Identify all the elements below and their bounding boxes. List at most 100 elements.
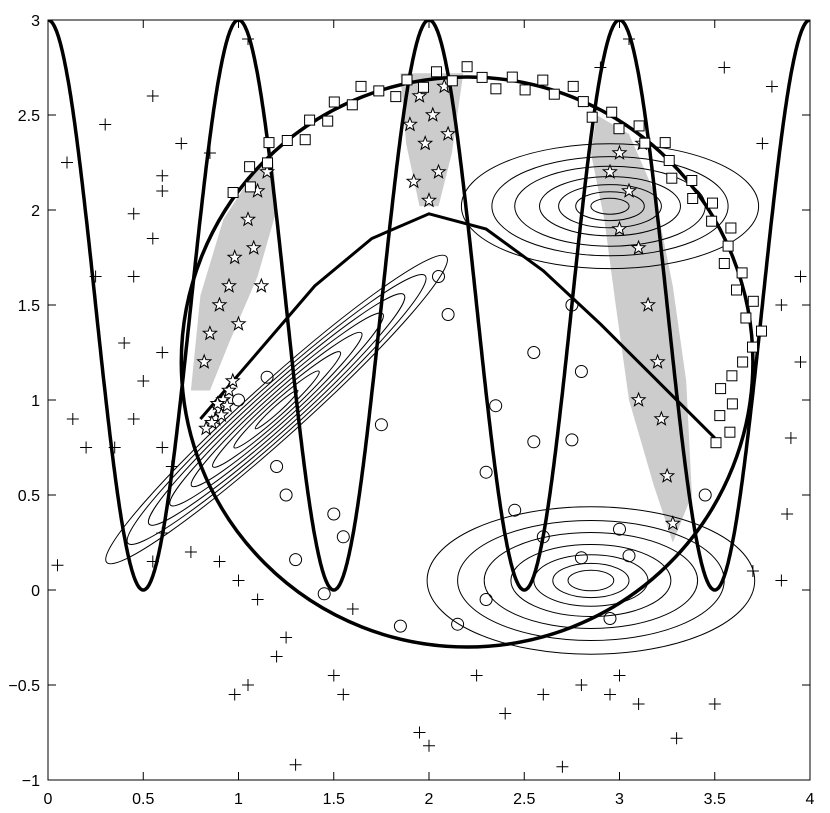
star-marker: [211, 296, 228, 312]
square-marker: [687, 193, 699, 204]
star-marker: [209, 395, 226, 411]
plus-marker: [127, 270, 140, 283]
circle-marker: [603, 612, 617, 625]
plus-marker: [613, 669, 626, 682]
ellipse-upper-right-contour-3: [539, 176, 681, 237]
square-marker: [731, 284, 742, 296]
square-marker: [390, 91, 402, 103]
plus-marker: [228, 688, 241, 701]
square-marker: [666, 172, 678, 184]
square-marker: [633, 120, 645, 132]
star-marker: [213, 406, 230, 423]
y-tick-label: 0: [31, 583, 40, 600]
ellipse-lower-right-contour-6: [426, 506, 756, 655]
star-marker: [621, 182, 638, 198]
square-marker: [756, 325, 767, 337]
square-marker: [725, 222, 737, 234]
square-marker: [227, 187, 239, 198]
y-tick-label: 3: [31, 13, 40, 30]
plus-marker: [156, 527, 169, 539]
square-marker: [639, 137, 651, 149]
square-marker: [740, 312, 752, 324]
circle-marker: [622, 549, 636, 563]
square-marker: [281, 135, 293, 146]
circle-marker: [527, 346, 541, 359]
star-marker: [411, 87, 428, 103]
plus-marker: [470, 669, 483, 682]
plus-marker: [184, 546, 197, 558]
plus-marker: [784, 432, 797, 444]
square-marker: [747, 341, 758, 353]
square-marker: [476, 71, 488, 83]
star-marker: [245, 239, 262, 255]
sinusoid-curve: [48, 20, 810, 592]
curves: [48, 20, 810, 649]
ellipse-upper-right-contour-6: [460, 143, 760, 270]
axis-ticks: 0 0.5 1 1.5 2 2.5 3 3.5 4 −1 −0.5 0 0.5 1 1.5 2 2.5 3: [8, 13, 814, 808]
plus-marker: [156, 441, 169, 454]
star-marker: [424, 106, 441, 122]
plus-marker: [575, 679, 588, 691]
plus-marker: [746, 565, 759, 577]
plus-marker: [756, 137, 769, 150]
plus-marker: [213, 555, 226, 568]
ellipse-diagonal-contour-1: [233, 370, 320, 449]
star-marker: [653, 410, 670, 426]
square-marker: [506, 71, 518, 83]
circle-marker: [441, 308, 455, 321]
square-marker: [446, 75, 458, 87]
square-marker: [304, 114, 316, 126]
ellipse-lower-right-contour-0: [567, 569, 615, 592]
plus-marker: [537, 688, 550, 701]
circle-marker: [698, 488, 712, 502]
circle-marker: [574, 551, 588, 565]
ellipse-lower-right-contour-4: [483, 532, 699, 629]
square-marker: [726, 370, 738, 382]
square-marker: [537, 74, 549, 86]
plus-marker: [556, 760, 569, 773]
square-marker: [659, 137, 671, 149]
circle-marker: [451, 617, 465, 631]
x-tick-label: 1.5: [323, 791, 345, 808]
star-marker: [220, 382, 237, 398]
plus-marker: [51, 559, 64, 572]
circle-marker: [317, 587, 331, 601]
y-tick-label: −0.5: [8, 678, 40, 695]
plus-marker: [80, 441, 93, 454]
square-marker: [663, 155, 675, 166]
y-tick-label: 2.5: [18, 108, 40, 125]
ellipse-upper-right-contour-2: [558, 184, 662, 229]
plus-marker: [794, 356, 807, 368]
circle-marker: [270, 460, 284, 473]
star-marker: [611, 144, 628, 160]
plus-marker: [327, 669, 340, 682]
square-marker: [737, 356, 749, 368]
plus-marker: [137, 375, 150, 387]
square-marker: [519, 84, 531, 96]
ellipse-upper-right-contour-5: [491, 156, 729, 257]
shaded-region-middle: [400, 73, 464, 207]
x-tick-label: 3: [615, 791, 624, 808]
plus-marker: [670, 732, 683, 745]
square-marker: [431, 66, 442, 78]
circle-marker: [232, 393, 245, 407]
plus-marker: [175, 137, 188, 150]
large-circle-curve: [179, 75, 755, 649]
star-marker: [640, 296, 657, 312]
square-marker: [328, 96, 340, 108]
square-marker: [567, 80, 579, 92]
circle-marker: [289, 553, 303, 567]
star-marker: [259, 163, 276, 179]
square-marker: [244, 161, 256, 173]
ellipse-lower-right-contour-1: [552, 562, 630, 599]
circle-marker: [536, 530, 550, 544]
square-marker: [548, 88, 560, 100]
plus-marker: [337, 688, 350, 701]
square-marker: [715, 383, 727, 395]
plus-marker: [146, 555, 159, 568]
plus-marker: [66, 413, 79, 425]
plus-marker: [604, 688, 616, 701]
ellipse-diagonal-contour-5: [147, 293, 406, 526]
square-marker: [736, 267, 748, 279]
plus-marker: [242, 679, 254, 691]
